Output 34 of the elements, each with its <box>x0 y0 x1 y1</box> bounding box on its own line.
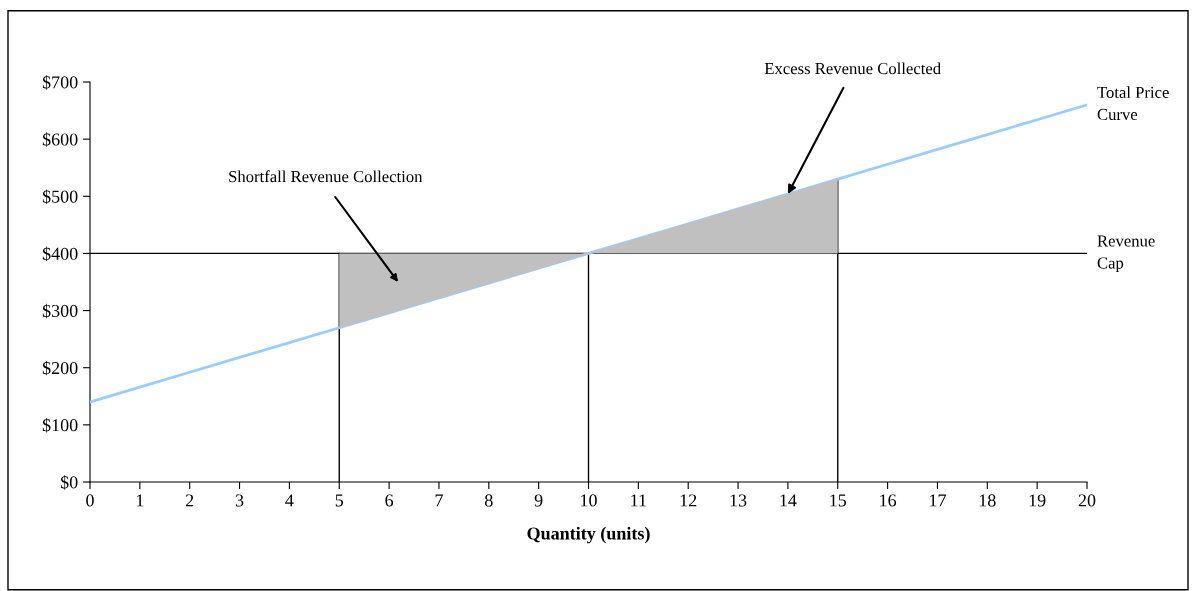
x-tick-label: 5 <box>335 494 344 507</box>
y-tick-label: $0 <box>60 475 78 490</box>
x-axis-title: Quantity (units) <box>527 526 650 544</box>
series-label: Total Price Curve <box>1097 86 1169 121</box>
x-tick-label: 1 <box>136 494 144 507</box>
y-tick-label: $200 <box>42 360 78 376</box>
series-label: Revenue Cap <box>1097 235 1155 273</box>
x-tick-label: 3 <box>235 494 244 507</box>
x-tick-label: 11 <box>631 494 646 507</box>
x-tick-label: 7 <box>435 494 443 507</box>
x-tick-label: 9 <box>534 494 543 507</box>
x-tick-label: 13 <box>730 494 747 507</box>
x-tick-label: 18 <box>979 494 996 507</box>
x-tick-label: 0 <box>86 494 94 507</box>
y-tick-label: $400 <box>42 246 78 262</box>
x-tick-label: 10 <box>581 494 597 507</box>
annotation: Shortfall Revenue Collection <box>229 170 423 183</box>
y-tick-label: $300 <box>42 303 78 319</box>
y-tick-label: $700 <box>42 75 78 90</box>
x-tick-label: 2 <box>185 494 194 507</box>
x-tick-label: 12 <box>680 494 697 507</box>
x-tick-label: 15 <box>830 494 847 507</box>
x-tick-label: 4 <box>285 494 294 507</box>
x-tick-label: 20 <box>1078 494 1096 507</box>
y-tick-label: $500 <box>42 189 78 204</box>
x-tick-label: 8 <box>484 494 493 507</box>
annotation: Excess Revenue Collected <box>764 62 941 75</box>
x-tick-label: 19 <box>1029 494 1046 507</box>
x-tick-label: 6 <box>385 494 394 507</box>
y-tick-label: $100 <box>42 418 78 433</box>
y-tick-label: $600 <box>42 132 78 147</box>
x-tick-label: 16 <box>880 494 897 507</box>
x-tick-label: 14 <box>780 494 797 507</box>
x-tick-label: 17 <box>930 494 946 507</box>
